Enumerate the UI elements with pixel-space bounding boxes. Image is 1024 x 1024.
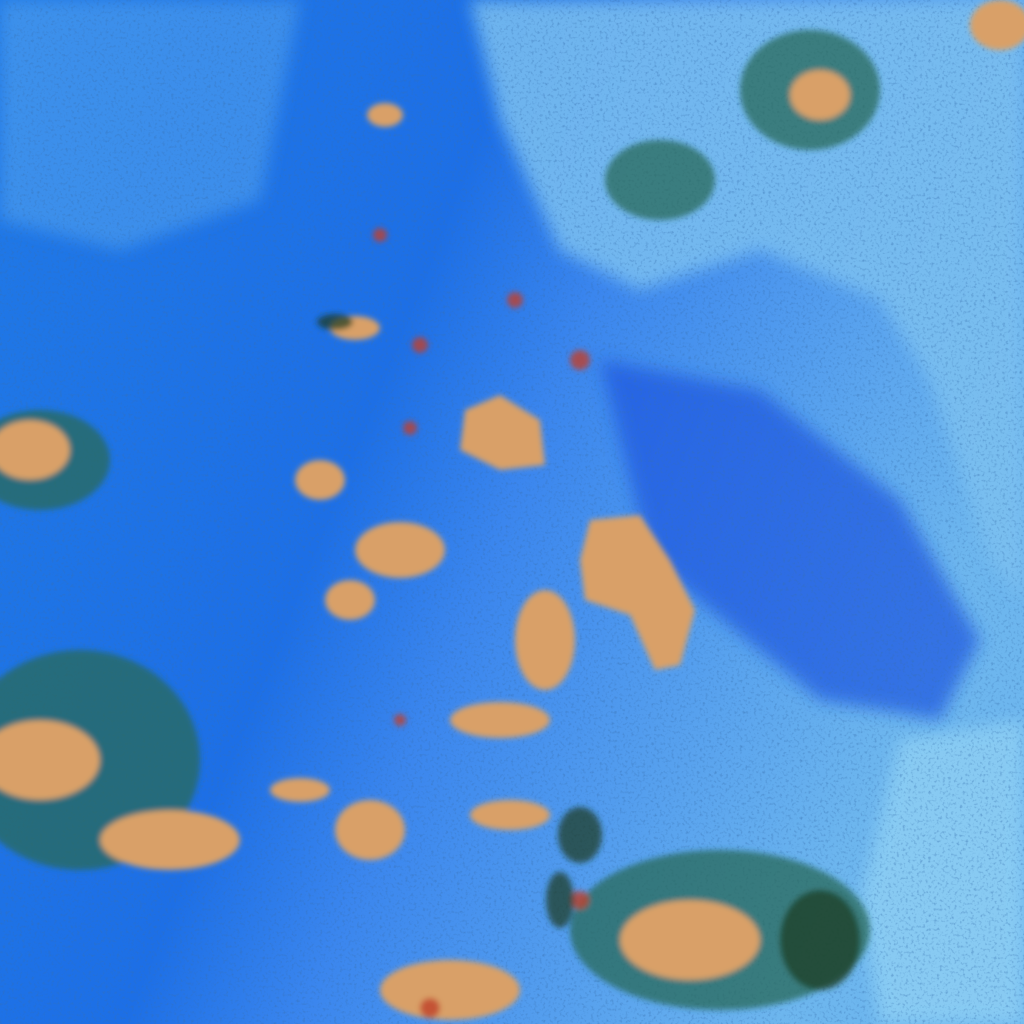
cloud-hot-spot [412,337,428,353]
cloud-shadow [546,872,574,928]
cloud [515,590,575,690]
cloud-shadow [558,807,602,863]
cloud [0,720,100,800]
cloud [970,0,1024,50]
cloud [325,580,375,620]
cloud [450,702,550,738]
cloud [790,70,850,120]
cloud-hot-spot [420,998,440,1018]
cloud-edge [605,140,715,220]
cloud [367,103,403,127]
cloud-hot-spot [507,292,523,308]
cloud [335,800,405,860]
cloud-hot-spot [403,421,417,435]
cloud-shadow [317,314,353,330]
cloud [355,522,445,578]
cloud-large-center [580,515,695,670]
cloud [380,960,520,1020]
cloud-hot-spot [394,714,406,726]
cloud [100,810,240,870]
cloud-hot-spot [373,228,387,242]
cloud [620,900,760,980]
cloud [0,420,70,480]
cloud-hot-spot [571,891,589,909]
cloud-hot-spot [570,350,590,370]
cloud [470,800,550,830]
cloud-center-upper [460,395,545,470]
cloud [295,460,345,500]
cloud [270,778,330,802]
cloud-shadow [780,890,860,990]
